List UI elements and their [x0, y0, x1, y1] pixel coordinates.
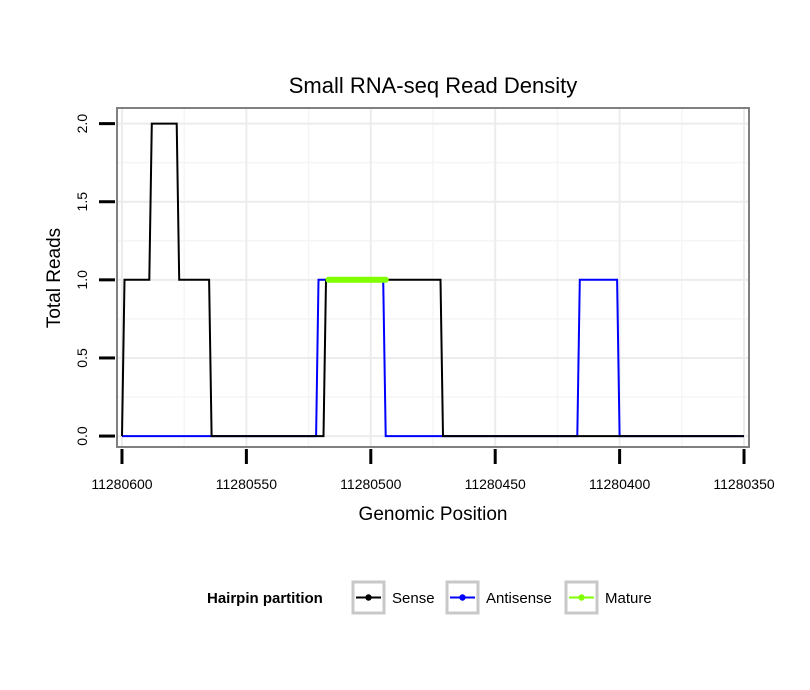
legend-item-sense: Sense [351, 580, 435, 615]
legend-key-dot [578, 594, 585, 601]
y-tick-label: 0.0 [74, 426, 90, 446]
x-tick-label: 11280350 [713, 476, 774, 492]
series-line-antisense [122, 278, 744, 438]
y-tick-label: 0.5 [74, 348, 90, 368]
chart-title: Small RNA-seq Read Density [289, 73, 578, 98]
legend-key-dot [365, 594, 372, 601]
x-tick-label: 11280550 [216, 476, 277, 492]
legend-items: Sense Antisense Mature [351, 580, 652, 615]
legend-label: Antisense [486, 590, 552, 607]
legend: Hairpin partition Sense Antisense Mature [207, 580, 652, 615]
y-axis: 0.0 0.5 1.0 1.5 2.0 [74, 114, 115, 446]
y-tick-label: 1.5 [74, 192, 90, 212]
x-axis: 11280600 11280550 11280500 11280450 11280400… [91, 449, 775, 492]
x-tick-label: 11280500 [340, 476, 401, 492]
x-axis-title: Genomic Position [359, 504, 508, 525]
grid-minor [117, 108, 749, 447]
legend-label: Mature [605, 590, 652, 607]
x-tick-label: 11280450 [465, 476, 526, 492]
y-tick-label: 1.0 [74, 270, 90, 290]
y-axis-title: Total Reads [44, 228, 65, 328]
x-tick-label: 11280600 [91, 476, 152, 492]
legend-item-antisense: Antisense [445, 580, 552, 615]
y-tick-label: 2.0 [74, 114, 90, 134]
legend-title: Hairpin partition [207, 590, 323, 607]
legend-item-mature: Mature [564, 580, 652, 615]
legend-label: Sense [392, 590, 435, 607]
legend-key-dot [459, 594, 466, 601]
x-tick-label: 11280400 [589, 476, 650, 492]
series-line-sense [121, 122, 744, 438]
series-layer [121, 122, 744, 438]
plot-border [116, 107, 750, 448]
